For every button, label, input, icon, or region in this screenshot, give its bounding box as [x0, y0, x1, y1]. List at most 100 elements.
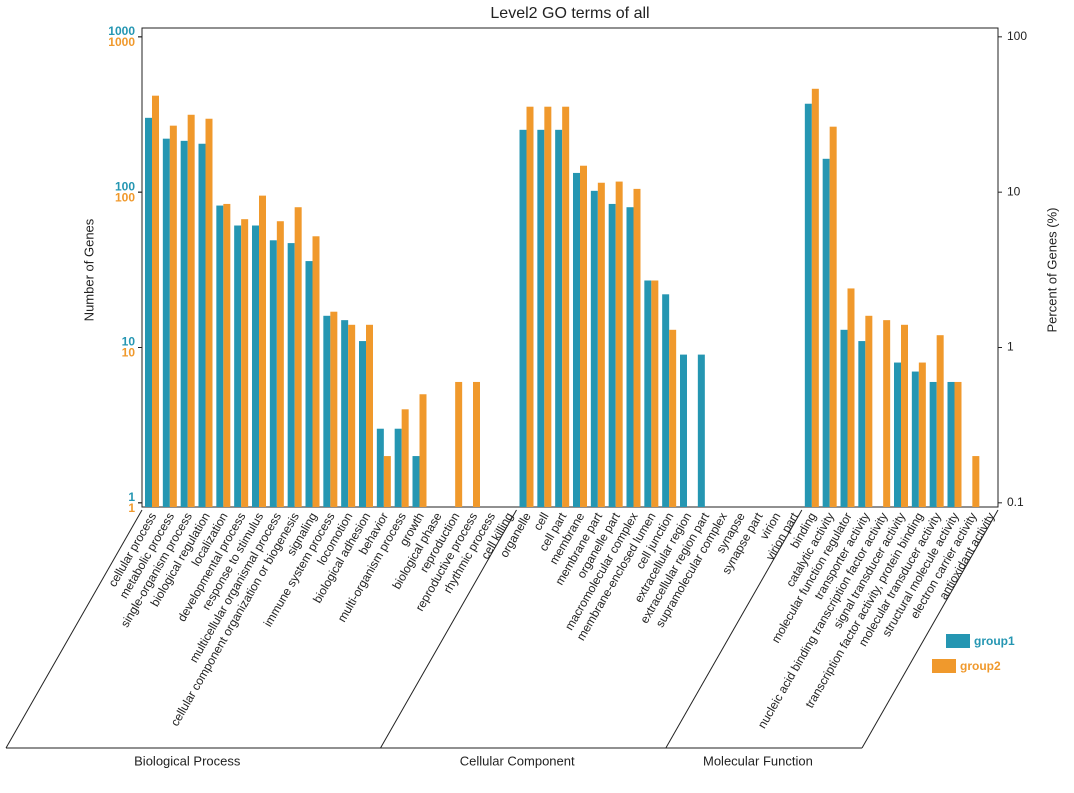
bar: [519, 129, 527, 507]
y-tick-label: 1: [128, 501, 135, 515]
bar: [145, 117, 152, 508]
y2-axis-label: Percent of Genes (%): [1044, 208, 1059, 333]
bar: [537, 129, 545, 507]
bar: [473, 381, 480, 507]
bar: [419, 394, 427, 507]
bar: [562, 106, 570, 508]
legend-swatch: [932, 659, 956, 673]
bar: [555, 129, 563, 507]
y2-tick-label: 0.1: [1007, 495, 1024, 509]
bar: [223, 203, 231, 507]
legend-label: group1: [974, 634, 1015, 648]
bar: [198, 143, 206, 507]
y2-tick-label: 1: [1007, 340, 1014, 354]
y2-tick-label: 100: [1007, 29, 1027, 43]
y-tick-label: 100: [115, 179, 135, 193]
bar: [597, 182, 605, 507]
bar: [294, 207, 302, 507]
bar: [804, 103, 812, 507]
y-tick-label: 1000: [108, 35, 135, 49]
bar: [359, 341, 366, 507]
bar: [865, 315, 873, 507]
bar: [615, 181, 623, 508]
legend-label: group2: [960, 659, 1001, 673]
group-label: Molecular Function: [703, 753, 813, 768]
bar: [330, 311, 338, 507]
y-tick-label: 10: [122, 346, 136, 360]
bar: [936, 335, 944, 507]
group-label: Biological Process: [134, 753, 241, 768]
bar: [822, 158, 830, 507]
bar: [972, 456, 980, 507]
bar: [312, 236, 320, 507]
y-tick-label: 10: [122, 335, 136, 349]
chart-title: Level2 GO terms of all: [490, 5, 649, 22]
bar: [366, 324, 373, 507]
bar: [241, 219, 249, 508]
bar: [929, 381, 937, 507]
bar: [608, 203, 616, 507]
bar: [840, 329, 848, 507]
bar: [669, 329, 677, 507]
bar: [544, 106, 552, 508]
y-tick-label: 100: [115, 190, 135, 204]
bar: [697, 354, 705, 507]
bar: [252, 225, 259, 507]
bar: [883, 320, 891, 507]
bar: [455, 381, 463, 507]
bar: [911, 371, 919, 507]
bar: [526, 106, 534, 508]
bar: [947, 381, 955, 507]
bar: [573, 172, 580, 507]
y-tick-label: 1000: [108, 24, 135, 38]
bar: [341, 320, 349, 507]
group-divider: [5, 509, 143, 749]
bar: [394, 428, 402, 507]
group-divider: [380, 509, 517, 749]
bar: [187, 114, 195, 507]
bar: [259, 195, 266, 507]
bar: [169, 125, 177, 507]
bar: [829, 126, 837, 507]
bar: [858, 341, 866, 507]
bar: [626, 207, 634, 507]
bar: [180, 140, 188, 507]
bar: [269, 240, 277, 508]
y2-tick-label: 10: [1007, 184, 1021, 198]
bar: [152, 95, 159, 508]
y-axis-label: Number of Genes: [81, 218, 96, 321]
bar: [633, 188, 641, 508]
bar: [811, 88, 819, 508]
bar: [234, 225, 242, 507]
bar: [348, 324, 356, 507]
bar: [276, 221, 284, 507]
bar: [383, 456, 391, 507]
bar: [894, 362, 901, 507]
bar: [401, 409, 409, 507]
bar: [376, 428, 384, 507]
bar: [651, 280, 659, 507]
bar: [323, 315, 331, 507]
group-divider: [861, 509, 999, 749]
bar: [287, 243, 295, 507]
group-divider: [665, 509, 803, 749]
bar: [901, 324, 908, 507]
y-tick-label: 1: [128, 490, 135, 504]
bar: [580, 165, 587, 508]
bar: [644, 280, 652, 507]
bar: [412, 456, 420, 507]
legend-swatch: [946, 634, 970, 648]
bar: [847, 288, 855, 507]
bar: [590, 190, 598, 507]
bar: [205, 118, 213, 507]
group-label: Cellular Component: [460, 753, 575, 768]
bar: [216, 205, 224, 507]
bar: [305, 261, 313, 507]
bar: [680, 354, 687, 507]
bar: [162, 138, 170, 507]
bar: [954, 381, 962, 507]
plot-frame: [141, 27, 999, 508]
bar: [918, 362, 926, 507]
bar: [662, 294, 670, 507]
